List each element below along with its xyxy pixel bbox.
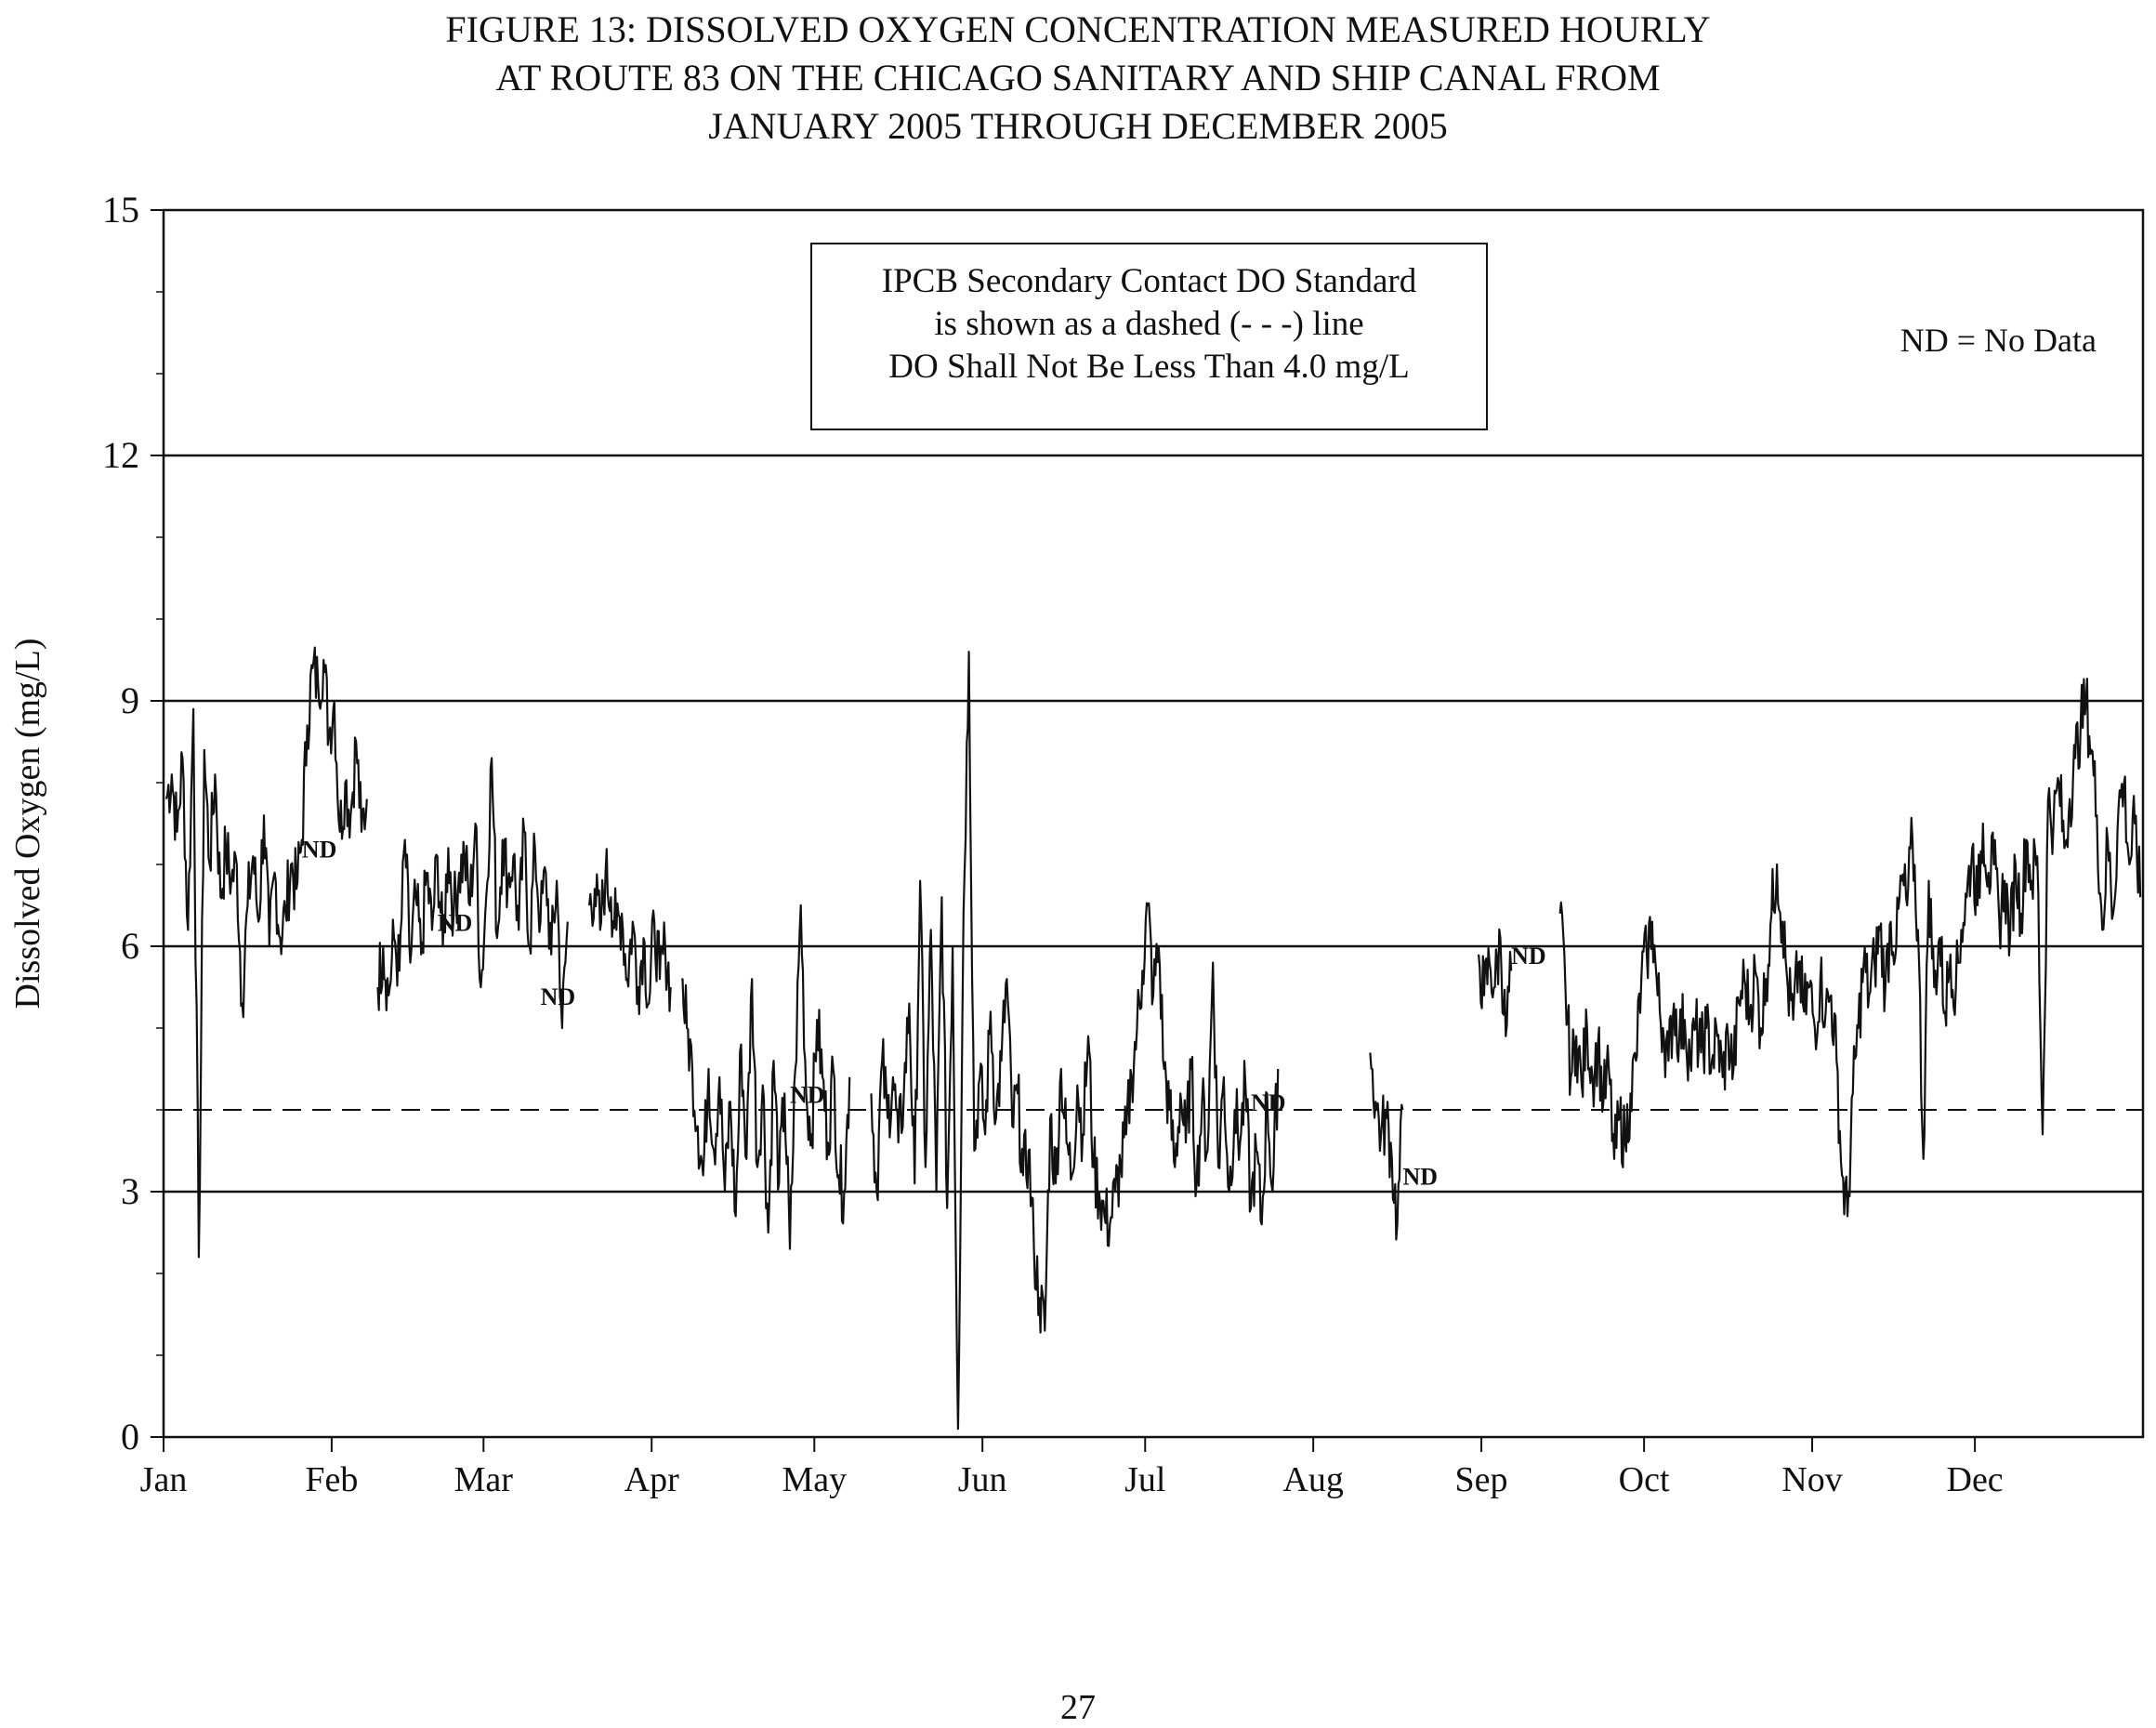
figure-title: FIGURE 13: DISSOLVED OXYGEN CONCENTRATIO…: [0, 6, 2156, 151]
do-standard-legend-box: IPCB Secondary Contact DO Standard is sh…: [810, 243, 1488, 430]
x-tick-label-sep: Sep: [1455, 1460, 1508, 1499]
x-tick-label-apr: Apr: [624, 1460, 679, 1499]
nd-label-1: ND: [302, 836, 337, 863]
do-series-segment-4: [681, 904, 851, 1250]
x-tick-label-nov: Nov: [1781, 1460, 1842, 1499]
plot-frame: [162, 208, 2145, 1439]
nd-label-2: ND: [438, 910, 473, 937]
do-series-segment-5: [870, 651, 1280, 1431]
figure-title-line-3: JANUARY 2005 THROUGH DECEMBER 2005: [708, 105, 1448, 147]
x-tick-label-oct: Oct: [1619, 1460, 1670, 1499]
x-tick-label-may: May: [782, 1460, 847, 1499]
nd-label-4: ND: [790, 1081, 825, 1108]
x-tick-label-jul: Jul: [1124, 1460, 1165, 1499]
nd-label-3: ND: [541, 983, 576, 1010]
legend-line-2: is shown as a dashed (- - -) line: [934, 305, 1363, 343]
no-data-note: ND = No Data: [1900, 322, 2097, 359]
gridlines: [164, 454, 2143, 1194]
x-tick-label-feb: Feb: [305, 1460, 358, 1499]
do-series-segment-3: [588, 848, 672, 1016]
nd-label-7: ND: [1511, 943, 1546, 970]
do-series-segment-7: [1478, 928, 1513, 1037]
nd-label-6: ND: [1402, 1163, 1438, 1190]
legend-line-1: IPCB Secondary Contact DO Standard: [882, 262, 1417, 300]
no-data-labels: ND ND ND ND ND ND ND: [302, 836, 1546, 1190]
x-tick-label-mar: Mar: [454, 1460, 514, 1499]
y-tick-label-12: 12: [102, 434, 139, 476]
do-series-segment-1: [164, 646, 368, 1259]
y-tick-label-15: 15: [102, 189, 139, 231]
x-tick-label-jun: Jun: [958, 1460, 1007, 1499]
x-axis: Jan Feb Mar Apr May Jun Jul Aug Sep Oct Nov Dec: [140, 1437, 2004, 1499]
y-axis-label: Dissolved Oxygen (mg/L): [8, 639, 47, 1009]
y-tick-label-0: 0: [121, 1416, 139, 1458]
do-series: [164, 646, 2142, 1431]
figure-title-line-2: AT ROUTE 83 ON THE CHICAGO SANITARY AND …: [495, 57, 1661, 99]
do-series-segment-8: [1558, 678, 2142, 1218]
do-series-segment-2: [376, 757, 569, 1030]
figure-title-line-1: FIGURE 13: DISSOLVED OXYGEN CONCENTRATIO…: [445, 8, 1711, 50]
x-tick-label-dec: Dec: [1947, 1460, 2004, 1499]
legend-line-3: DO Shall Not Be Less Than 4.0 mg/L: [888, 348, 1409, 386]
y-tick-label-6: 6: [121, 925, 139, 967]
y-axis: 0 3 6 9 12 15: [102, 189, 164, 1458]
y-tick-label-3: 3: [121, 1170, 139, 1212]
nd-label-5: ND: [1251, 1089, 1286, 1116]
y-tick-label-9: 9: [121, 679, 139, 721]
do-series-segment-6: [1369, 1052, 1404, 1241]
page-number: 27: [1060, 1688, 1096, 1727]
x-tick-label-aug: Aug: [1282, 1460, 1343, 1499]
x-tick-label-jan: Jan: [140, 1460, 188, 1499]
legend-box-border: [810, 243, 1488, 430]
